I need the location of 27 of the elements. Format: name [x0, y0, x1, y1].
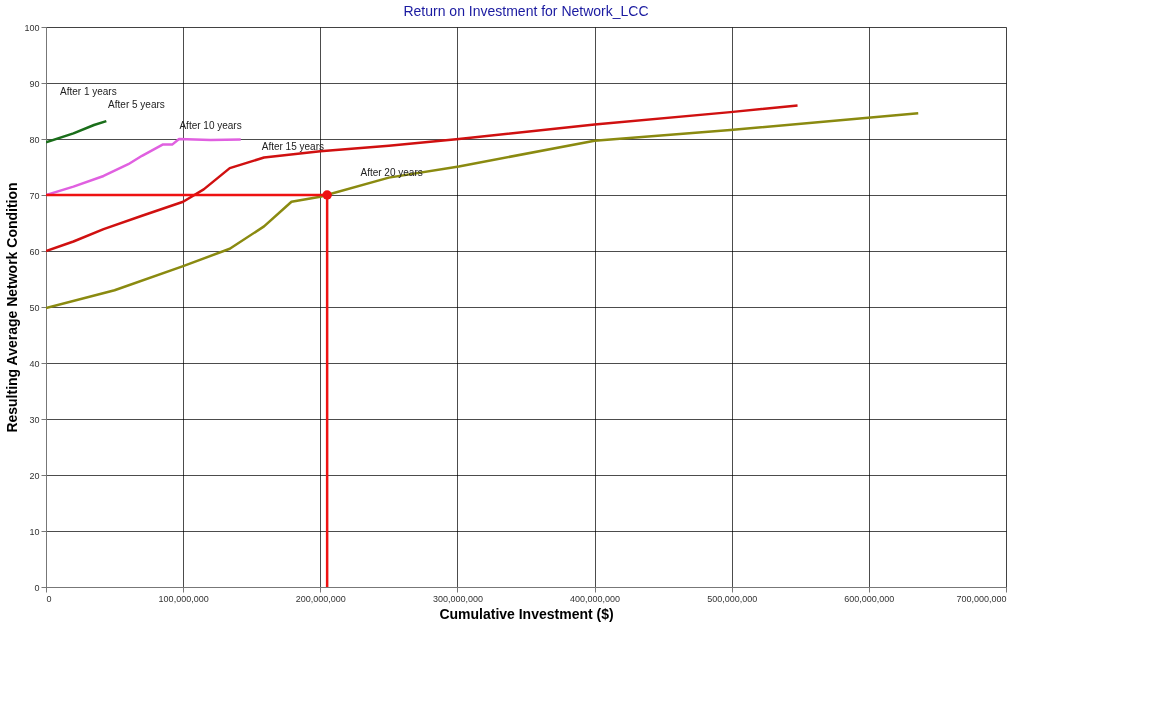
- y-tick-label: 50: [29, 302, 40, 313]
- annotation: After 1 years: [60, 86, 117, 97]
- chart-title: Return on Investment for Network_LCC: [403, 3, 649, 19]
- y-tick-label: 10: [29, 526, 40, 537]
- y-tick-label: 0: [34, 582, 40, 593]
- x-axis-title: Cumulative Investment ($): [439, 605, 614, 622]
- annotation: After 5 years: [108, 99, 165, 111]
- line-series: [46, 119, 108, 144]
- x-tick-label: 100,000,000: [158, 593, 209, 604]
- y-tick-label: 80: [29, 134, 40, 145]
- y-tick-label: 40: [29, 358, 40, 369]
- x-tick-label: 500,000,000: [707, 593, 758, 604]
- x-tick-label: 0: [46, 593, 52, 604]
- line-series: [46, 137, 242, 197]
- x-tick-label: 700,000,000: [956, 593, 1007, 604]
- line-series: [46, 111, 920, 310]
- x-tick-label: 300,000,000: [432, 593, 483, 604]
- y-tick-label: 20: [29, 470, 40, 481]
- x-tick-label: 400,000,000: [570, 593, 621, 604]
- y-tick-label: 60: [29, 246, 40, 257]
- x-tick-label: 200,000,000: [295, 593, 346, 604]
- y-tick-label: 100: [24, 22, 40, 33]
- y-tick-label: 30: [29, 414, 40, 425]
- y-axis-title: Resulting Average Network Condition: [4, 182, 21, 433]
- y-tick-label: 90: [29, 78, 40, 89]
- y-tick-label: 70: [29, 190, 40, 201]
- x-tick-label: 600,000,000: [844, 593, 895, 604]
